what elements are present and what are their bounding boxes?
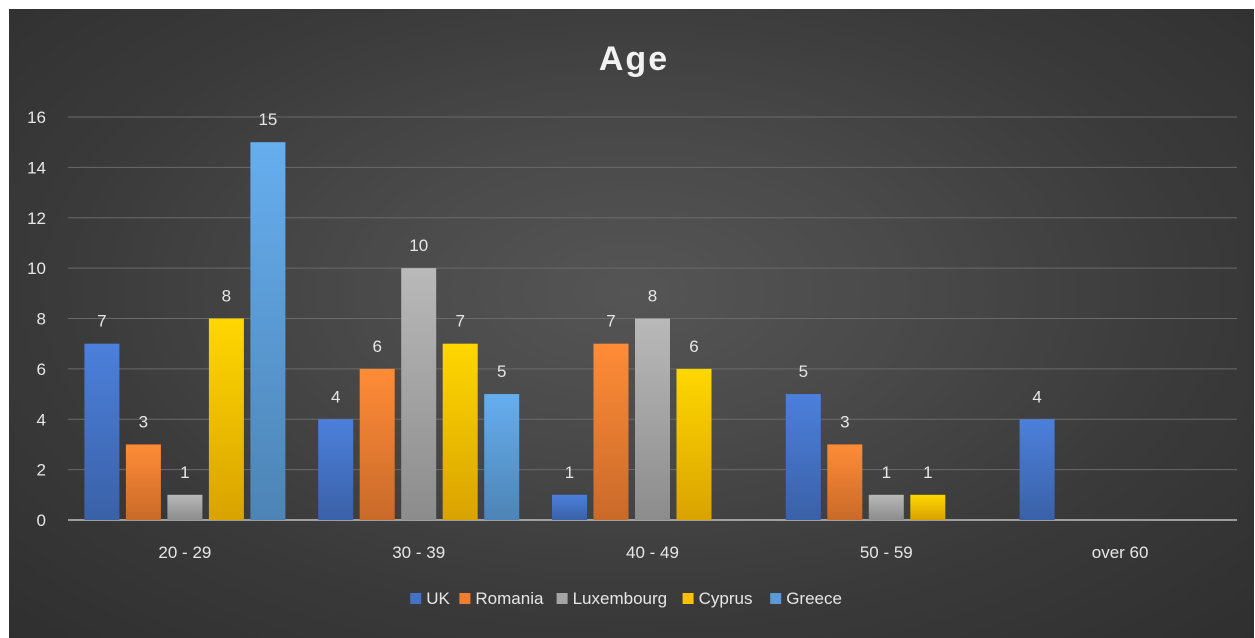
legend-swatch bbox=[459, 593, 471, 604]
legend-item-romania: Romania bbox=[459, 589, 544, 608]
data-label: 6 bbox=[372, 337, 381, 356]
legend-item-luxembourg: Luxembourg bbox=[556, 589, 668, 608]
data-label: 15 bbox=[258, 110, 277, 129]
legend-label: UK bbox=[426, 589, 450, 608]
y-tick-label: 6 bbox=[37, 360, 46, 379]
data-label: 6 bbox=[689, 337, 698, 356]
data-label: 4 bbox=[331, 387, 340, 406]
bar-uk-2 bbox=[552, 494, 587, 520]
legend-item-greece: Greece bbox=[770, 589, 842, 608]
data-label: 8 bbox=[222, 287, 231, 306]
data-label: 5 bbox=[799, 362, 808, 381]
legend: UK Romania Luxembourg Cyprus Greece bbox=[410, 589, 842, 608]
legend-swatch bbox=[682, 593, 694, 604]
data-label: 3 bbox=[840, 412, 849, 431]
bar-uk-0 bbox=[84, 343, 120, 520]
bar-uk-3 bbox=[785, 394, 821, 520]
y-tick-label: 12 bbox=[27, 209, 46, 228]
bar-cyprus-2 bbox=[676, 368, 712, 520]
bar-romania-1 bbox=[359, 368, 395, 520]
data-label: 7 bbox=[606, 312, 615, 331]
bar-romania-2 bbox=[593, 343, 629, 520]
x-tick-label: over 60 bbox=[1092, 543, 1149, 562]
x-tick-label: 40 - 49 bbox=[626, 543, 679, 562]
data-label: 10 bbox=[409, 236, 428, 255]
chart-title: Age bbox=[599, 40, 669, 78]
data-label: 8 bbox=[648, 287, 657, 306]
data-label: 5 bbox=[497, 362, 506, 381]
bars bbox=[84, 142, 1055, 520]
legend-label: Romania bbox=[475, 589, 544, 608]
bar-romania-3 bbox=[827, 444, 863, 520]
y-tick-label: 10 bbox=[27, 259, 46, 278]
bar-greece-1 bbox=[484, 394, 520, 520]
legend-label: Greece bbox=[786, 589, 842, 608]
bar-cyprus-1 bbox=[442, 343, 478, 520]
legend-swatch bbox=[770, 593, 782, 604]
bar-luxembourg-0 bbox=[167, 494, 203, 520]
legend-item-uk: UK bbox=[410, 589, 450, 608]
y-axis-ticks: 0 2 4 6 8 10 12 14 16 bbox=[27, 108, 46, 530]
data-label: 7 bbox=[455, 312, 464, 331]
y-tick-label: 8 bbox=[37, 310, 46, 329]
legend-swatch bbox=[556, 593, 568, 604]
bar-uk-4 bbox=[1019, 419, 1055, 520]
legend-label: Luxembourg bbox=[573, 589, 668, 608]
bar-cyprus-3 bbox=[910, 494, 946, 520]
x-tick-label: 50 - 59 bbox=[860, 543, 913, 562]
y-tick-label: 14 bbox=[27, 158, 46, 177]
x-axis-ticks: 20 - 29 30 - 39 40 - 49 50 - 59 over 60 bbox=[158, 543, 1148, 562]
x-tick-label: 30 - 39 bbox=[392, 543, 445, 562]
data-label: 1 bbox=[882, 463, 891, 482]
data-labels: 7 3 1 8 15 4 6 10 7 5 1 7 8 6 5 3 1 1 4 bbox=[97, 110, 1042, 482]
data-label: 1 bbox=[923, 463, 932, 482]
y-tick-label: 16 bbox=[27, 108, 46, 127]
data-label: 1 bbox=[180, 463, 189, 482]
bar-luxembourg-1 bbox=[401, 268, 437, 520]
y-tick-label: 4 bbox=[37, 410, 46, 429]
data-label: 7 bbox=[97, 312, 106, 331]
x-tick-label: 20 - 29 bbox=[158, 543, 211, 562]
bar-romania-0 bbox=[125, 444, 161, 520]
bar-luxembourg-3 bbox=[868, 494, 904, 520]
y-tick-label: 0 bbox=[37, 511, 46, 530]
legend-item-cyprus: Cyprus bbox=[682, 589, 753, 608]
legend-label: Cyprus bbox=[699, 589, 753, 608]
y-tick-label: 2 bbox=[37, 461, 46, 480]
bar-uk-1 bbox=[318, 419, 354, 520]
data-label: 4 bbox=[1032, 387, 1041, 406]
legend-swatch bbox=[410, 593, 422, 604]
bar-greece-0 bbox=[250, 142, 286, 520]
bar-cyprus-0 bbox=[208, 318, 244, 520]
data-label: 1 bbox=[565, 463, 574, 482]
data-label: 3 bbox=[139, 412, 148, 431]
bar-luxembourg-2 bbox=[635, 318, 670, 520]
